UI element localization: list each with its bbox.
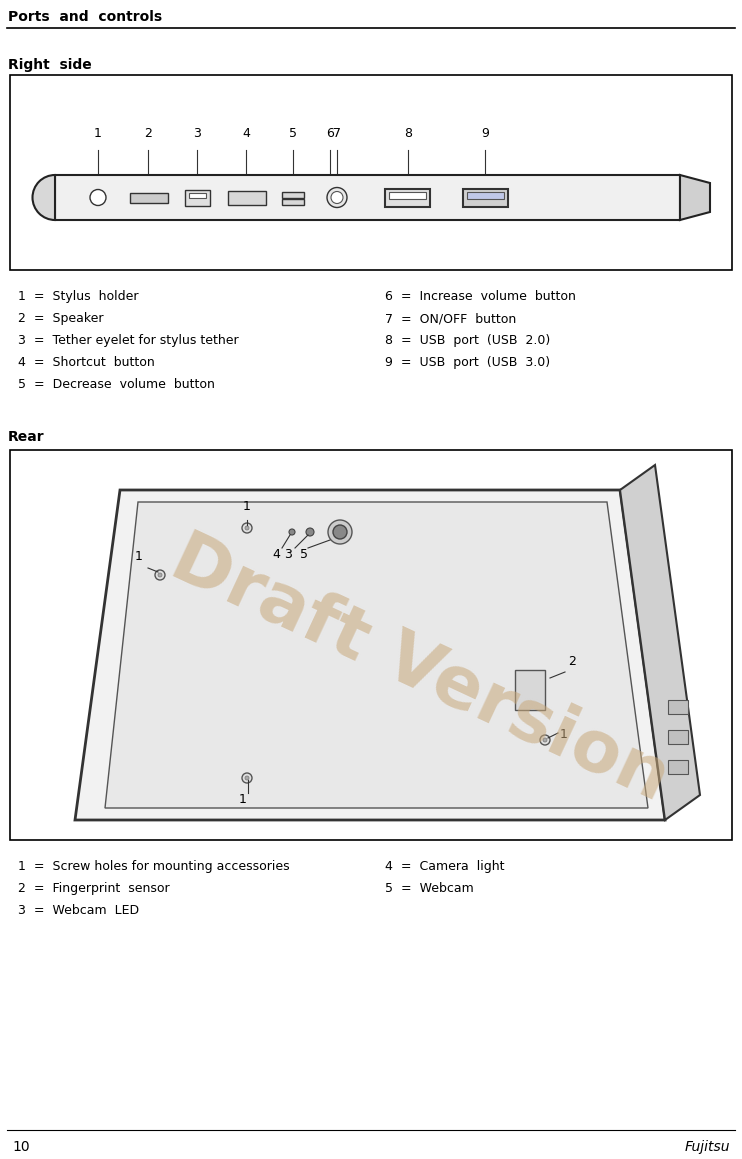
Text: 1  =  Screw holes for mounting accessories: 1 = Screw holes for mounting accessories	[18, 860, 289, 873]
Bar	[668, 730, 688, 744]
Circle shape	[540, 735, 550, 745]
Polygon shape	[105, 502, 648, 808]
Text: 3: 3	[284, 548, 292, 561]
Circle shape	[543, 738, 547, 742]
Text: 2  =  Speaker: 2 = Speaker	[18, 312, 103, 325]
Bar	[282, 198, 304, 204]
Bar	[282, 191, 304, 197]
Text: 1: 1	[94, 127, 102, 140]
Circle shape	[333, 525, 347, 539]
Text: 4  =  Camera  light: 4 = Camera light	[385, 860, 505, 873]
Text: 10: 10	[12, 1140, 30, 1154]
Circle shape	[158, 573, 162, 577]
Text: 2  =  Fingerprint  sensor: 2 = Fingerprint sensor	[18, 882, 170, 895]
Text: 8: 8	[404, 127, 412, 140]
Circle shape	[245, 526, 249, 530]
Polygon shape	[680, 175, 710, 220]
Bar	[189, 192, 206, 197]
Bar	[130, 192, 168, 203]
Text: 1: 1	[243, 500, 251, 513]
Circle shape	[306, 529, 314, 535]
Bar	[10, 75, 732, 270]
Bar	[668, 700, 688, 714]
Bar	[228, 190, 266, 204]
Text: 1: 1	[239, 793, 247, 806]
Circle shape	[90, 190, 106, 205]
Text: Rear: Rear	[8, 430, 45, 444]
Text: Ports  and  controls: Ports and controls	[8, 10, 162, 24]
Bar	[389, 191, 426, 198]
Text: 9  =  USB  port  (USB  3.0): 9 = USB port (USB 3.0)	[385, 356, 550, 369]
Text: 3  =  Tether eyelet for stylus tether: 3 = Tether eyelet for stylus tether	[18, 334, 239, 347]
Circle shape	[328, 520, 352, 544]
Text: 3: 3	[193, 127, 201, 140]
Bar	[10, 450, 732, 840]
Text: Right  side: Right side	[8, 58, 92, 72]
Text: 3  =  Webcam  LED: 3 = Webcam LED	[18, 904, 139, 917]
Circle shape	[327, 188, 347, 207]
Circle shape	[155, 570, 165, 580]
Bar	[668, 760, 688, 774]
Bar	[185, 190, 210, 205]
Text: 6: 6	[326, 127, 334, 140]
Polygon shape	[75, 490, 665, 821]
Text: 7  =  ON/OFF  button: 7 = ON/OFF button	[385, 312, 516, 325]
Text: 9: 9	[481, 127, 489, 140]
Circle shape	[331, 191, 343, 204]
Text: 5: 5	[289, 127, 297, 140]
Bar	[463, 189, 508, 206]
Text: 8  =  USB  port  (USB  2.0): 8 = USB port (USB 2.0)	[385, 334, 551, 347]
Circle shape	[242, 523, 252, 533]
Text: 6  =  Increase  volume  button: 6 = Increase volume button	[385, 290, 576, 302]
Text: 7: 7	[333, 127, 341, 140]
Bar	[55, 175, 680, 220]
Polygon shape	[620, 465, 700, 821]
Circle shape	[245, 777, 249, 780]
Text: 4  =  Shortcut  button: 4 = Shortcut button	[18, 356, 155, 369]
Text: 2: 2	[568, 655, 576, 668]
Text: 5  =  Decrease  volume  button: 5 = Decrease volume button	[18, 378, 215, 391]
Text: 5: 5	[300, 548, 308, 561]
Text: 2: 2	[144, 127, 152, 140]
Text: 4: 4	[242, 127, 250, 140]
Circle shape	[289, 529, 295, 535]
Bar	[515, 670, 545, 710]
Text: Draft Version: Draft Version	[160, 524, 680, 816]
Text: 4: 4	[272, 548, 280, 561]
Text: 5  =  Webcam: 5 = Webcam	[385, 882, 473, 895]
Bar	[467, 191, 504, 198]
Text: 1  =  Stylus  holder: 1 = Stylus holder	[18, 290, 139, 302]
Text: 1: 1	[560, 728, 568, 741]
Text: 1: 1	[135, 551, 143, 563]
Bar	[385, 189, 430, 206]
Wedge shape	[33, 175, 55, 220]
Text: Fujitsu: Fujitsu	[685, 1140, 730, 1154]
Circle shape	[242, 773, 252, 783]
